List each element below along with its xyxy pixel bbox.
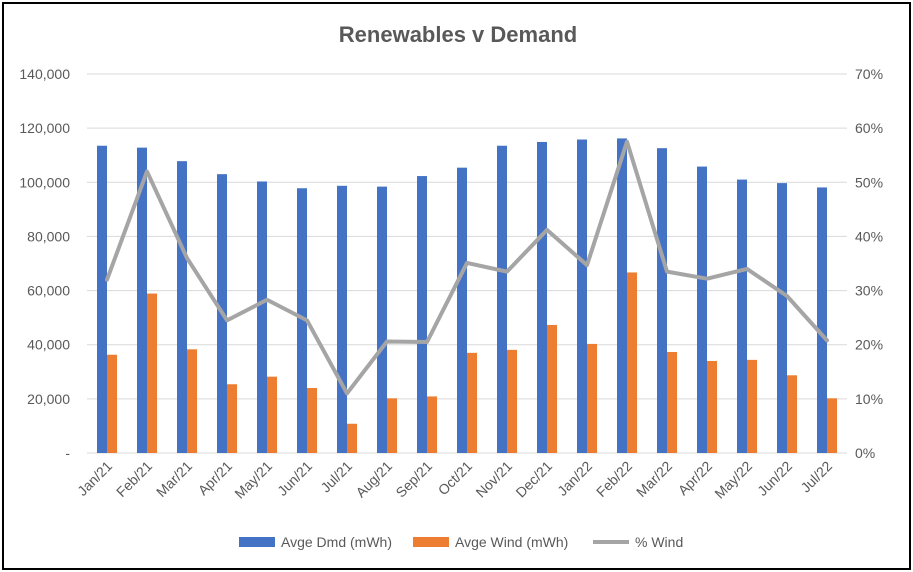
x-tick-label: Apr/22 bbox=[675, 458, 716, 499]
line-series bbox=[105, 139, 829, 396]
bars bbox=[97, 138, 837, 454]
bar-avge-dmd bbox=[577, 139, 587, 453]
y-left-tick-label: 100,000 bbox=[19, 174, 70, 190]
bar-avge-wind bbox=[227, 384, 237, 453]
bar-avge-wind bbox=[827, 398, 837, 453]
y-right-tick-label: 40% bbox=[855, 228, 883, 244]
bar-avge-wind bbox=[627, 272, 637, 453]
bar-avge-wind bbox=[147, 293, 157, 453]
bar-avge-wind bbox=[667, 352, 677, 453]
x-tick-label: Dec/21 bbox=[512, 458, 555, 501]
x-tick-label: Jul/21 bbox=[317, 458, 355, 496]
x-tick-label: Aug/21 bbox=[352, 458, 395, 501]
bar-avge-dmd bbox=[297, 188, 307, 453]
y-right-tick-label: 70% bbox=[855, 66, 883, 82]
bar-avge-wind bbox=[307, 388, 317, 453]
bar-avge-dmd bbox=[697, 166, 707, 453]
bar-avge-wind bbox=[387, 398, 397, 453]
legend: Avge Dmd (mWh) Avge Wind (mWh) % Wind bbox=[239, 534, 683, 550]
x-tick-label: Mar/21 bbox=[153, 458, 195, 500]
bar-avge-dmd bbox=[97, 145, 107, 453]
y-left-tick-label: 120,000 bbox=[19, 120, 70, 136]
y-right-tick-label: 0% bbox=[855, 445, 875, 461]
bar-avge-dmd bbox=[657, 148, 667, 453]
x-tick-label: May/22 bbox=[711, 458, 755, 502]
y-right-tick-label: 30% bbox=[855, 283, 883, 299]
bar-avge-wind bbox=[707, 360, 717, 453]
bar-avge-wind bbox=[787, 375, 797, 453]
line-pct-wind bbox=[105, 139, 829, 396]
x-tick-label: Jun/21 bbox=[274, 458, 315, 499]
bar-avge-dmd bbox=[457, 167, 467, 453]
bar-avge-dmd bbox=[177, 161, 187, 454]
chart-title: Renewables v Demand bbox=[339, 22, 577, 47]
bar-avge-wind bbox=[507, 349, 517, 453]
legend-label: % Wind bbox=[635, 534, 683, 550]
legend-label: Avge Wind (mWh) bbox=[455, 534, 568, 550]
y-right-tick-label: 20% bbox=[855, 337, 883, 353]
y-left-tick-label: 20,000 bbox=[27, 391, 70, 407]
x-tick-label: Jun/22 bbox=[754, 458, 795, 499]
left-axis-ticks: - 20,000 40,000 60,000 80,000 100,000 120,000 1… bbox=[19, 66, 70, 461]
x-tick-label: Jan/21 bbox=[74, 458, 115, 499]
y-left-tick-label: - bbox=[65, 445, 70, 461]
bar-avge-dmd bbox=[497, 145, 507, 453]
bar-avge-wind bbox=[267, 376, 277, 453]
bar-avge-wind bbox=[747, 359, 757, 453]
x-tick-label: Jan/22 bbox=[554, 458, 595, 499]
x-tick-label: Mar/22 bbox=[633, 458, 675, 500]
bar-avge-wind bbox=[347, 423, 357, 453]
bar-avge-dmd bbox=[377, 186, 387, 454]
bar-avge-wind bbox=[587, 343, 597, 453]
bar-avge-dmd bbox=[417, 176, 427, 454]
chart-svg: Renewables v Demand - 20,000 40,000 60,000 8… bbox=[19, 22, 883, 550]
legend-label: Avge Dmd (mWh) bbox=[281, 534, 392, 550]
x-tick-label: Oct/21 bbox=[435, 458, 476, 499]
legend-swatch bbox=[413, 537, 449, 547]
bar-avge-dmd bbox=[537, 141, 547, 453]
x-tick-label: Apr/21 bbox=[195, 458, 236, 499]
x-tick-label: May/21 bbox=[231, 458, 275, 502]
bar-avge-wind bbox=[427, 396, 437, 453]
x-tick-label: Jul/22 bbox=[797, 458, 835, 496]
bar-avge-wind bbox=[107, 354, 117, 453]
x-tick-label: Feb/21 bbox=[113, 458, 155, 500]
bar-avge-dmd bbox=[257, 181, 267, 453]
x-tick-label: Sep/21 bbox=[392, 458, 435, 501]
bar-avge-dmd bbox=[817, 187, 827, 453]
bar-avge-dmd bbox=[337, 185, 347, 453]
y-right-tick-label: 60% bbox=[855, 120, 883, 136]
x-tick-label: Nov/21 bbox=[472, 458, 515, 501]
right-axis-ticks: 0% 10% 20% 30% 40% 50% 60% 70% bbox=[855, 66, 883, 461]
bar-avge-dmd bbox=[737, 179, 747, 454]
legend-swatch bbox=[239, 537, 275, 547]
y-right-tick-label: 10% bbox=[855, 391, 883, 407]
y-right-tick-label: 50% bbox=[855, 174, 883, 190]
bar-avge-wind bbox=[187, 349, 197, 453]
bar-avge-dmd bbox=[777, 183, 787, 454]
y-left-tick-label: 40,000 bbox=[27, 337, 70, 353]
bar-avge-wind bbox=[547, 324, 557, 453]
bar-avge-wind bbox=[467, 352, 477, 453]
y-left-tick-label: 60,000 bbox=[27, 283, 70, 299]
y-left-tick-label: 80,000 bbox=[27, 228, 70, 244]
bar-avge-dmd bbox=[137, 147, 147, 454]
bar-avge-dmd bbox=[617, 138, 627, 453]
y-left-tick-label: 140,000 bbox=[19, 66, 70, 82]
x-tick-label: Feb/22 bbox=[593, 458, 635, 500]
